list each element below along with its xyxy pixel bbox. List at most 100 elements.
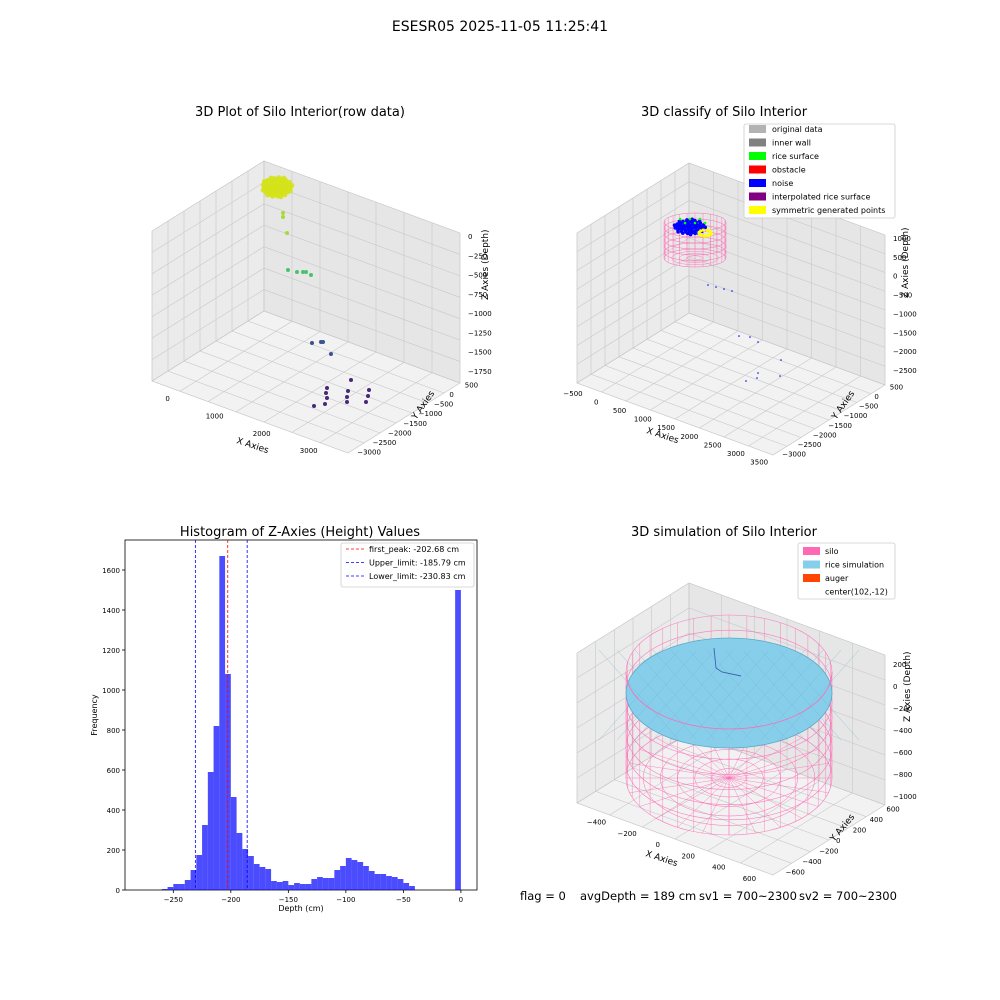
p2-ygrid: [618, 206, 816, 430]
histogram-bar: [190, 870, 197, 890]
p2-noise-point: [675, 222, 680, 226]
p3-xtick-label: −200: [221, 896, 240, 904]
p2-ygrid: [674, 171, 872, 395]
p2-gridlines: [576, 162, 886, 456]
p4-ytick-label: 200: [853, 827, 866, 835]
p1-points: [260, 175, 371, 408]
p4-legend-swatch: [803, 547, 820, 555]
histogram-bar: [219, 556, 226, 890]
p2-ygrid: [646, 189, 844, 412]
histogram-bar: [230, 797, 237, 890]
p2-xtick-label: 3500: [750, 458, 768, 466]
p4-silo-floor-spoke: [728, 777, 829, 793]
p3-legend-label: Upper_limit: -185.79 cm: [369, 559, 466, 568]
p4-silo-floor-spoke: [639, 749, 730, 779]
p4-ztick-label: −1000: [893, 793, 917, 801]
p4-ytick-label: 400: [870, 816, 883, 824]
p4-ytick-label: −600: [786, 869, 805, 877]
p3-legend-label: Lower_limit: -230.83 cm: [369, 572, 466, 581]
p1-ztick-label: −500: [468, 272, 487, 280]
p4-xlabel: X Axies: [644, 849, 679, 869]
p4-rice-mesh-line: [706, 649, 788, 741]
p2-xtick-label: 500: [613, 407, 626, 415]
p2-ztick-label: 500: [893, 254, 906, 262]
p1-data-point: [345, 400, 349, 404]
p2-ytick-label: −1500: [828, 422, 852, 430]
p1-data-point: [265, 192, 270, 198]
p3-ytick-label: 600: [107, 767, 120, 775]
histogram-bar: [276, 882, 283, 890]
p2-noise-point: [680, 231, 685, 235]
p2-legend-label: inner wall: [772, 139, 811, 148]
p2-ytick-label: −2000: [813, 431, 837, 439]
histogram-bar: [409, 886, 415, 890]
histogram-bar: [403, 883, 410, 890]
panel2-title: 3D classify of Silo Interior: [641, 105, 808, 120]
p2-legend-swatch: [749, 206, 766, 214]
p1-data-point: [345, 395, 349, 399]
p4-zgrid: [576, 582, 886, 656]
p1-data-point: [367, 388, 371, 392]
p2-noise-point: [685, 231, 690, 236]
p2-noise-point: [757, 372, 759, 374]
p2-noise-point: [685, 218, 689, 222]
histogram-bar: [294, 883, 300, 890]
p2-legend-swatch: [749, 165, 766, 174]
p3-xtick-label: 0: [459, 896, 463, 904]
p2-symmetric-point: [705, 228, 709, 232]
p1-gridlines: [151, 160, 461, 454]
histogram-bar: [305, 884, 312, 890]
p2-noise-point: [690, 217, 694, 222]
p2-xtick-label: 2000: [680, 433, 698, 441]
p1-data-point: [304, 270, 308, 274]
p1-data-point: [278, 194, 284, 200]
p4-rice-mesh-line: [724, 649, 806, 741]
p2-ytick-label: 0: [874, 393, 878, 401]
p2-noise-point: [697, 219, 702, 224]
p2-legend-label: obstacle: [772, 166, 806, 175]
p2-noise-point: [672, 223, 677, 228]
p2-xtick-label: −500: [563, 390, 582, 398]
p2-ygrid: [590, 224, 788, 447]
p1-ygrid: [167, 221, 365, 444]
p4-rice-mesh-line: [670, 649, 752, 741]
p2-ygrid: [632, 198, 830, 421]
histogram-bar: [202, 825, 208, 890]
p4-rice-mesh-line: [598, 649, 680, 741]
p4-rice-mesh-line: [778, 649, 860, 741]
p2-legend-label: symmetric generated points: [772, 206, 885, 215]
raw-data-3d-plot: 01000200030005000−500−1000−1500−2000−250…: [151, 160, 492, 457]
histogram-bar: [386, 876, 392, 890]
avg-depth-text: avgDepth = 189 cm: [580, 889, 696, 903]
p3-legend-label: first_peak: -202.68 cm: [369, 545, 459, 554]
p2-ztick-label: −500: [893, 292, 912, 300]
p1-data-point: [295, 270, 299, 274]
p4-silo-front-rim: [625, 671, 833, 730]
p2-noise-point: [677, 219, 682, 224]
p4-silo-floor-spoke: [702, 777, 730, 834]
p2-symmetric-point: [697, 231, 701, 235]
p2-ygrid: [604, 215, 802, 438]
p1-data-point: [309, 273, 313, 277]
histogram-bar: [282, 881, 289, 890]
p3-ytick-label: 1600: [102, 567, 120, 575]
histogram-bar: [357, 862, 364, 890]
histogram-bar: [368, 871, 375, 890]
p2-rice-surface-point: [698, 217, 702, 221]
p2-symmetric-point: [709, 230, 713, 235]
sv1-text: sv1 = 700~2300: [699, 889, 797, 903]
p1-data-point: [261, 179, 267, 184]
p1-data-point: [281, 211, 285, 215]
p3-xtick-label: −250: [164, 896, 183, 904]
p3-xtick-label: −100: [336, 896, 355, 904]
p3-ytick-label: 0: [116, 887, 120, 895]
p2-rice-surface-point: [693, 221, 697, 225]
p4-xtick-label: −400: [587, 819, 606, 827]
p2-ytick-label: −500: [859, 403, 878, 411]
p4-ztick-label: −800: [893, 771, 912, 779]
classify-3d-plot: −500 0 500 1000 1500 2000 2500 3000 3500 500 0 −500…: [563, 123, 917, 466]
histogram-bar: [345, 858, 352, 890]
p2-legend-label: original data: [772, 125, 823, 134]
p2-noise-point: [757, 341, 759, 343]
p2-ztick-label: 0: [893, 273, 897, 281]
